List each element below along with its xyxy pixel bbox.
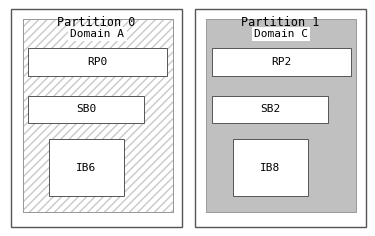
Text: RP2: RP2 bbox=[271, 57, 291, 67]
Bar bbox=[206, 19, 356, 212]
Bar bbox=[28, 96, 144, 123]
Bar bbox=[22, 19, 172, 212]
Bar bbox=[212, 48, 351, 76]
Text: SB2: SB2 bbox=[260, 104, 280, 114]
Text: Partition 0: Partition 0 bbox=[57, 16, 136, 29]
Bar bbox=[195, 9, 366, 227]
Text: IB6: IB6 bbox=[76, 163, 96, 173]
Text: IB8: IB8 bbox=[260, 163, 280, 173]
Text: RP0: RP0 bbox=[87, 57, 108, 67]
Text: Partition 1: Partition 1 bbox=[241, 16, 320, 29]
Bar bbox=[232, 139, 308, 196]
Text: SB0: SB0 bbox=[76, 104, 96, 114]
Text: Domain C: Domain C bbox=[254, 29, 308, 39]
Bar bbox=[22, 19, 172, 212]
Bar bbox=[11, 9, 182, 227]
Bar bbox=[212, 96, 328, 123]
Bar bbox=[49, 139, 124, 196]
Bar bbox=[22, 19, 172, 212]
Bar bbox=[28, 48, 167, 76]
Text: Domain A: Domain A bbox=[70, 29, 124, 39]
